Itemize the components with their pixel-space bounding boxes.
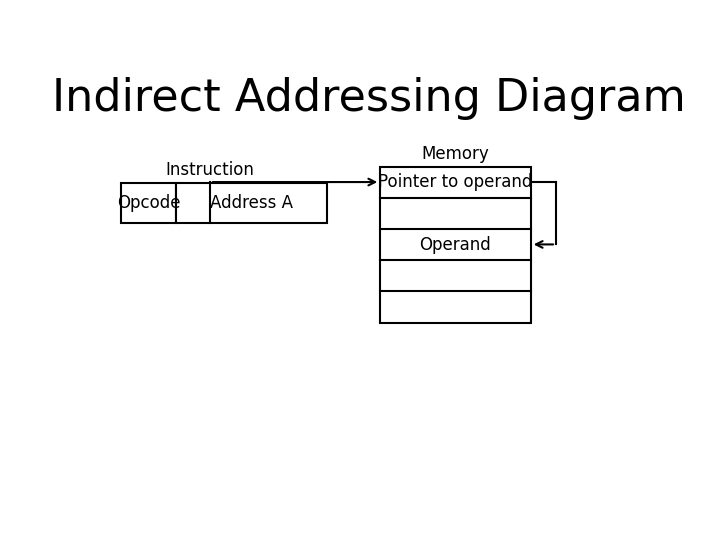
Bar — [121, 183, 176, 223]
Text: Pointer to operand: Pointer to operand — [378, 173, 533, 191]
Text: Opcode: Opcode — [117, 194, 180, 212]
Text: Operand: Operand — [420, 235, 491, 254]
Text: Memory: Memory — [422, 145, 490, 163]
Bar — [380, 167, 531, 322]
Bar — [176, 183, 327, 223]
Text: Indirect Addressing Diagram: Indirect Addressing Diagram — [52, 77, 686, 120]
Text: Address A: Address A — [210, 194, 293, 212]
Text: Instruction: Instruction — [166, 161, 254, 179]
